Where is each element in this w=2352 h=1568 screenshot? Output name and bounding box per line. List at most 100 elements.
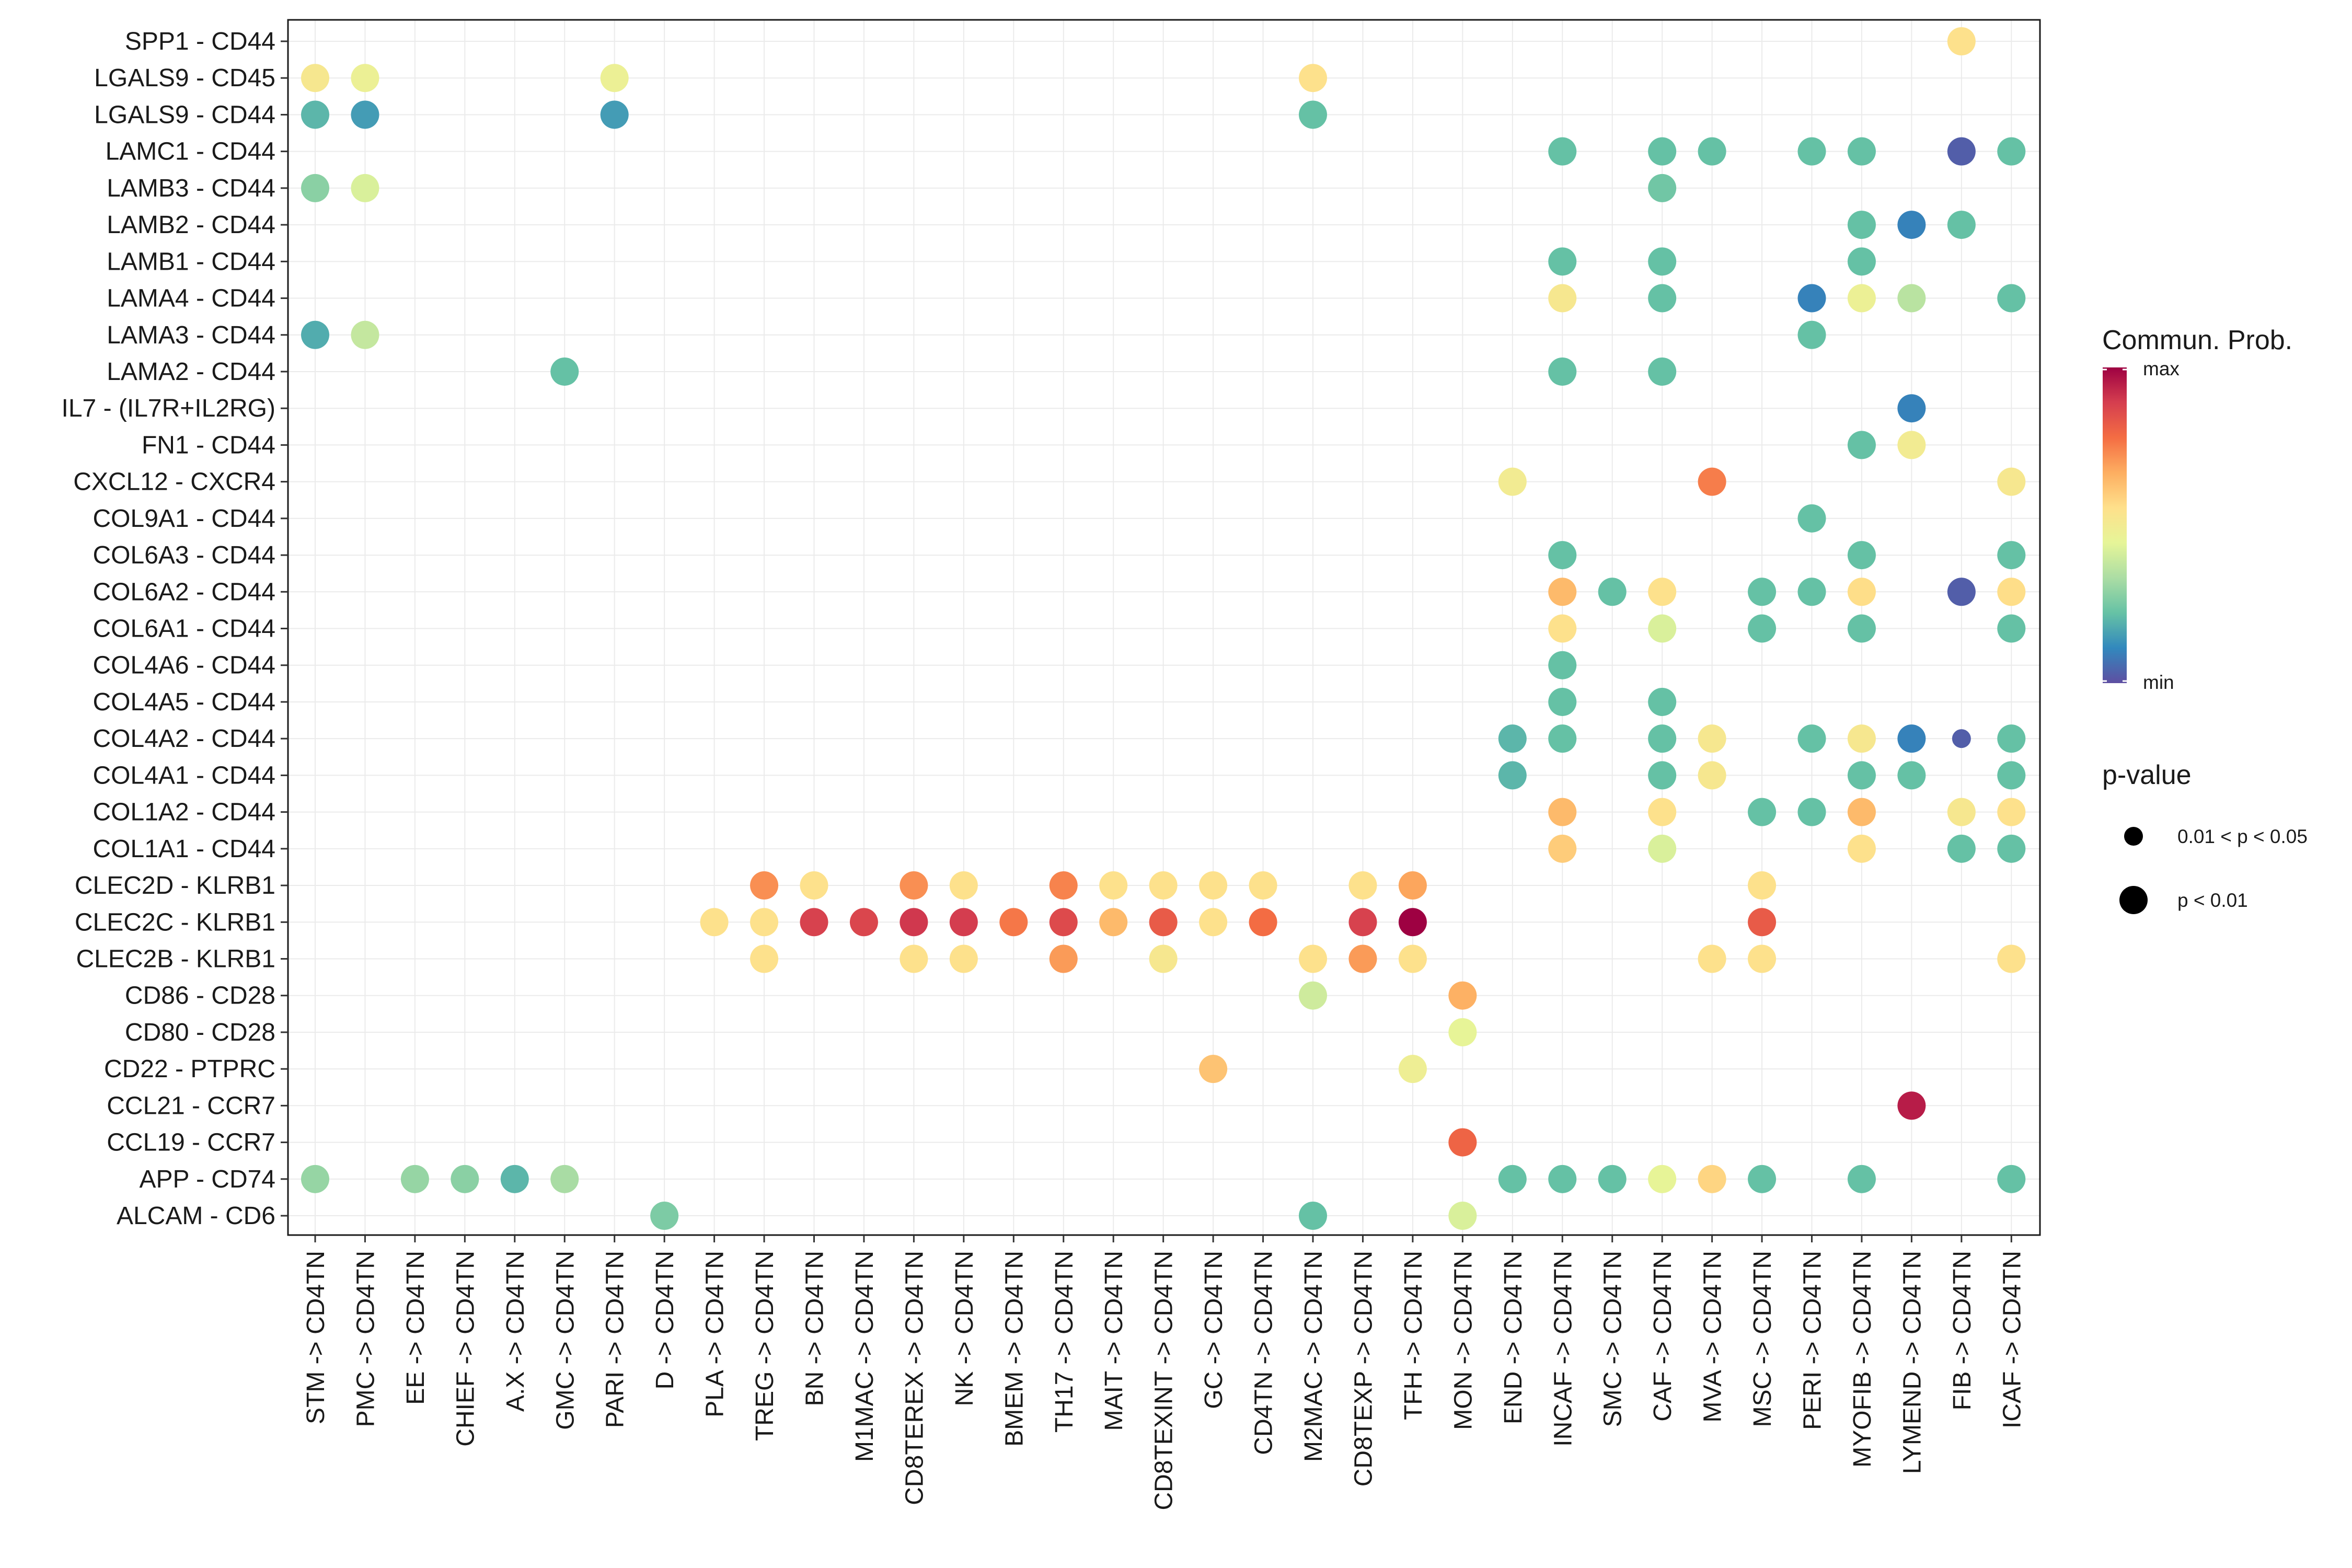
data-point — [1748, 614, 1777, 643]
data-point — [1897, 394, 1926, 423]
data-point — [1997, 834, 2026, 863]
data-point — [1548, 614, 1577, 643]
data-point — [1648, 357, 1677, 386]
data-point — [600, 100, 629, 129]
data-point — [1448, 1128, 1477, 1157]
x-tick-label: PERI -> CD4TN — [1799, 1251, 1827, 1430]
size-legend-large-label: p < 0.01 — [2177, 890, 2248, 911]
data-point — [1648, 798, 1677, 826]
x-tick-label: BMEM -> CD4TN — [1000, 1251, 1028, 1447]
data-point — [1648, 614, 1677, 643]
x-tick-label: PMC -> CD4TN — [352, 1251, 379, 1427]
data-point — [1797, 504, 1826, 533]
data-point — [1797, 137, 1826, 166]
data-point — [1847, 1165, 1876, 1193]
data-point — [1698, 944, 1726, 973]
x-tick-label: TH17 -> CD4TN — [1051, 1251, 1078, 1433]
data-point — [750, 944, 779, 973]
y-tick-label: CCL19 - CCR7 — [107, 1129, 275, 1157]
y-tick-label: SPP1 - CD44 — [125, 28, 275, 55]
x-tick-label: CD4TN -> CD4TN — [1250, 1251, 1278, 1455]
data-point — [550, 1165, 579, 1193]
data-point — [301, 320, 329, 349]
data-point — [1498, 467, 1527, 496]
color-legend-min: min — [2143, 672, 2174, 693]
data-point — [1748, 1165, 1777, 1193]
data-point — [700, 908, 729, 937]
y-tick-label: CD86 - CD28 — [125, 982, 275, 1010]
data-point — [1997, 1165, 2026, 1193]
x-tick-label: M2MAC -> CD4TN — [1300, 1251, 1328, 1462]
data-point — [1648, 284, 1677, 313]
data-point — [1698, 724, 1726, 753]
data-point — [900, 908, 928, 937]
data-point — [1149, 871, 1178, 900]
data-point — [949, 944, 978, 973]
data-point — [1348, 908, 1377, 937]
data-point — [1249, 871, 1277, 900]
data-point — [1498, 761, 1527, 790]
data-point — [1299, 944, 1327, 973]
data-point — [1997, 137, 2026, 166]
data-point — [900, 944, 928, 973]
y-tick-label: IL7 - (IL7R+IL2RG) — [62, 395, 276, 422]
data-point — [351, 64, 379, 93]
data-point — [1847, 137, 1876, 166]
data-point — [849, 908, 878, 937]
x-tick-label: CD8TEXP -> CD4TN — [1350, 1251, 1377, 1486]
x-tick-label: CAF -> CD4TN — [1649, 1251, 1677, 1422]
x-tick-label: EE -> CD4TN — [402, 1251, 430, 1405]
data-point — [1847, 834, 1876, 863]
data-point — [1947, 27, 1976, 55]
x-tick-label: MAIT -> CD4TN — [1100, 1251, 1128, 1431]
x-tick-label: BN -> CD4TN — [801, 1251, 829, 1406]
data-point — [1847, 614, 1876, 643]
y-tick-label: LGALS9 - CD44 — [94, 101, 275, 129]
data-point — [1648, 761, 1677, 790]
data-point — [1997, 944, 2026, 973]
data-point — [1947, 578, 1976, 606]
size-legend-small-dot — [2124, 827, 2143, 846]
x-tick-label: NK -> CD4TN — [951, 1251, 978, 1406]
data-point — [1997, 467, 2026, 496]
data-point — [1997, 798, 2026, 826]
x-tick-label: STM -> CD4TN — [302, 1251, 330, 1424]
y-tick-label: COL4A6 - CD44 — [93, 652, 275, 679]
data-point — [500, 1165, 529, 1193]
data-point — [1448, 1018, 1477, 1046]
x-tick-label: INCAF -> CD4TN — [1549, 1251, 1577, 1447]
data-point — [900, 871, 928, 900]
data-point — [1947, 798, 1976, 826]
data-point — [600, 64, 629, 93]
x-tick-label: CD8TEREX -> CD4TN — [901, 1251, 928, 1505]
data-point — [1997, 761, 2026, 790]
data-point — [1299, 1202, 1327, 1230]
data-point — [1149, 908, 1178, 937]
data-point — [1648, 247, 1677, 276]
y-tick-label: COL4A1 - CD44 — [93, 762, 275, 789]
data-point — [1797, 798, 1826, 826]
data-point — [999, 908, 1028, 937]
x-tick-label: TFH -> CD4TN — [1400, 1251, 1427, 1420]
data-point — [1947, 834, 1976, 863]
data-point — [1049, 908, 1078, 937]
x-tick-label: GMC -> CD4TN — [551, 1251, 579, 1430]
data-point — [1847, 798, 1876, 826]
data-point — [1398, 1055, 1427, 1083]
x-tick-label: GC -> CD4TN — [1200, 1251, 1228, 1409]
legend: Commun. Prob. max min p-value 0.01 < p <… — [2102, 325, 2308, 914]
data-point — [1548, 578, 1577, 606]
data-point — [1648, 1165, 1677, 1193]
y-tick-label: LAMB2 - CD44 — [107, 211, 275, 239]
data-point — [301, 64, 329, 93]
data-point — [1598, 578, 1627, 606]
data-point — [1548, 541, 1577, 570]
y-tick-label: CCL21 - CCR7 — [107, 1092, 275, 1120]
data-point — [1448, 981, 1477, 1010]
data-point — [1099, 908, 1128, 937]
data-point — [1548, 798, 1577, 826]
data-point — [1398, 944, 1427, 973]
data-point — [1299, 100, 1327, 129]
x-tick-label: MSC -> CD4TN — [1749, 1251, 1777, 1427]
